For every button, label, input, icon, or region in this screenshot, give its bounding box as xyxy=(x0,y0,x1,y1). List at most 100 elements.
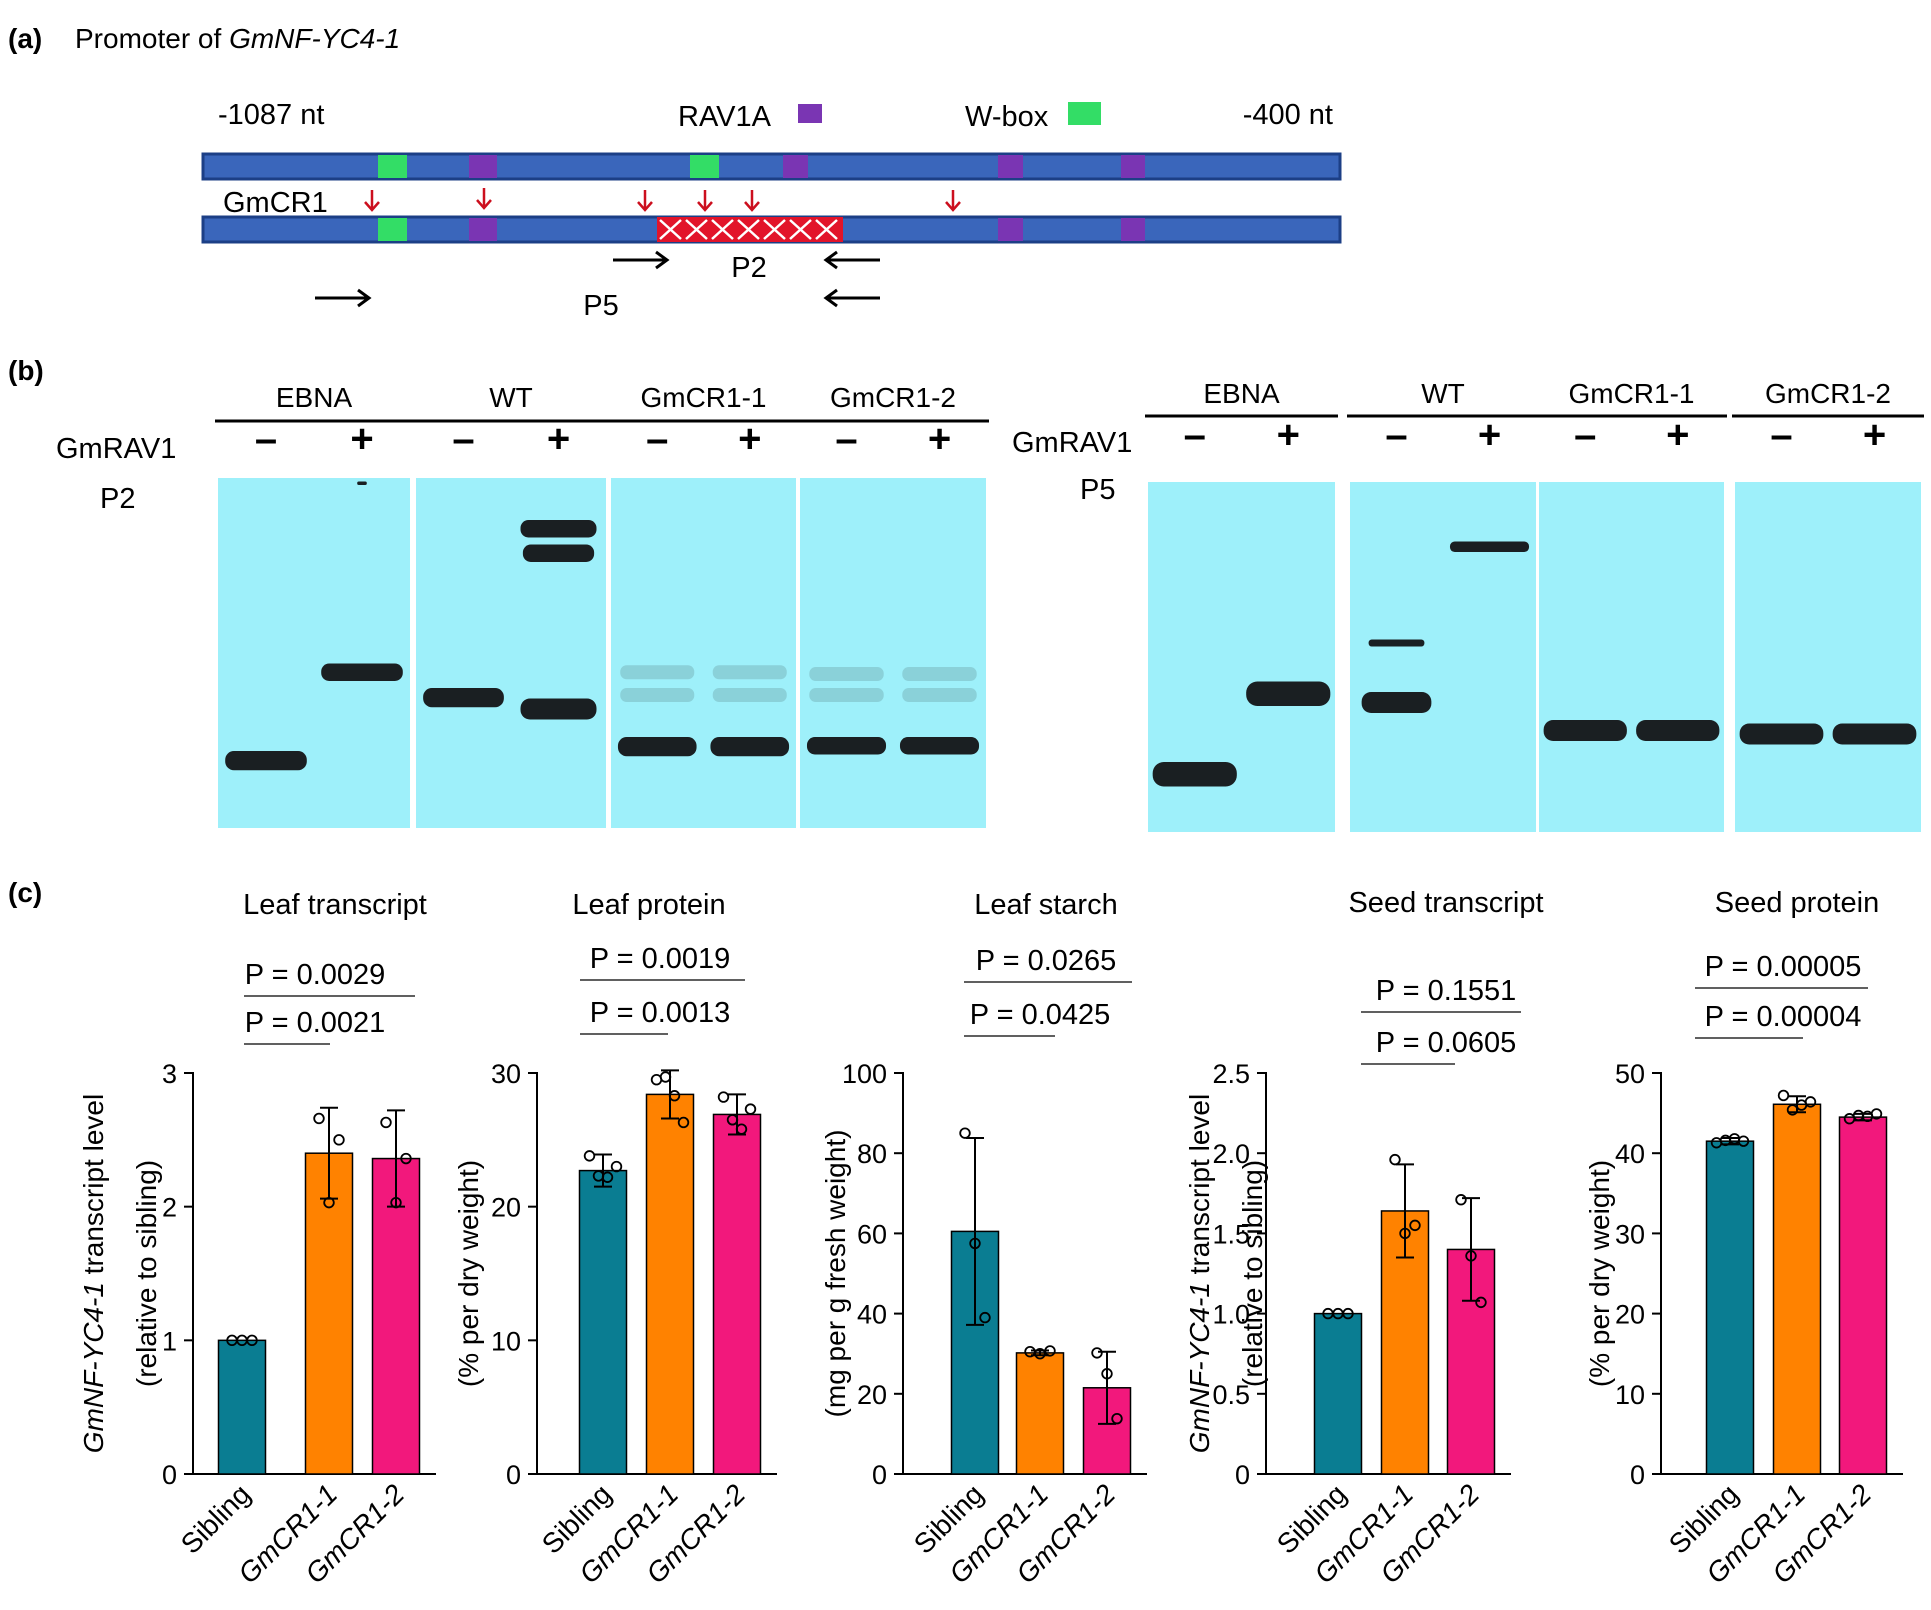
p-value-label: P = 0.00004 xyxy=(1705,1001,1862,1033)
lane-group-label: WT xyxy=(1421,378,1465,409)
data-point xyxy=(1804,1096,1817,1108)
data-point xyxy=(677,1116,690,1129)
data-point xyxy=(1111,1412,1123,1425)
rav1a-site xyxy=(1121,155,1145,178)
mutation-arrows xyxy=(364,188,961,212)
gel-band xyxy=(902,667,977,681)
chart-title: Leaf transcript xyxy=(243,889,427,921)
data-point xyxy=(717,1091,730,1103)
lane-group-gmcr1-1: GmCR1-1 – + xyxy=(1536,378,1727,832)
legend-wbox-label: W-box xyxy=(965,101,1049,133)
wbox-site xyxy=(690,155,719,178)
protein-plus-sign: + xyxy=(1478,413,1501,457)
y-tick-label: 3 xyxy=(162,1059,177,1089)
rav1a-site xyxy=(469,218,497,241)
data-point xyxy=(1737,1135,1750,1147)
panel-a-title: Promoter of GmNF-YC4-1 xyxy=(75,23,400,54)
chart-title: Leaf protein xyxy=(572,889,725,921)
protein-minus-sign: – xyxy=(646,417,668,461)
protein-plus-sign: + xyxy=(1863,413,1886,457)
gel-band xyxy=(620,688,695,702)
promoter-end-label: -400 nt xyxy=(1243,99,1333,131)
gel-band xyxy=(225,751,307,771)
mutation-arrow-icon xyxy=(364,190,380,212)
y-axis-label-gene: GmNF-YC4-1 xyxy=(78,1282,109,1453)
protein-minus-sign: – xyxy=(1770,413,1792,457)
gel-band xyxy=(1832,723,1917,745)
y-axis-label-line2: (relative to sibling) xyxy=(131,1160,162,1387)
y-tick-label: 0 xyxy=(506,1460,521,1490)
mutation-arrow-icon xyxy=(945,190,961,212)
y-tick-label: 40 xyxy=(1615,1139,1645,1169)
bar-sibling xyxy=(578,1169,628,1475)
y-axis-label-text: (% per dry weight) xyxy=(453,1160,484,1387)
data-point xyxy=(668,1090,681,1102)
gmcr1-allele-label: GmCR1 xyxy=(223,187,328,219)
rav1a-site xyxy=(469,155,497,178)
y-tick-label: 10 xyxy=(491,1326,521,1356)
data-point xyxy=(744,1103,757,1115)
gel-band xyxy=(1361,692,1432,713)
promoter-start-label: -1087 nt xyxy=(218,99,324,131)
gel-band xyxy=(1368,639,1425,647)
gel-image xyxy=(1350,482,1536,832)
gel-image xyxy=(1735,482,1921,832)
gel-band xyxy=(806,737,887,755)
gel-band xyxy=(809,667,884,681)
data-point xyxy=(390,1196,402,1209)
lane-group-label: GmCR1-1 xyxy=(640,382,766,413)
data-point xyxy=(1091,1347,1103,1359)
gel-band xyxy=(1449,541,1530,552)
forward-primer-arrow-icon xyxy=(613,250,670,270)
gel-image xyxy=(1539,482,1724,832)
gel-band xyxy=(1152,762,1237,787)
wt-promoter-bar xyxy=(201,152,1342,181)
deletion-cross-marks xyxy=(659,219,838,240)
y-tick-label: 40 xyxy=(857,1300,887,1330)
panel-c: (c) Leaf transcript P = 0.0029 P = 0.0021 0… xyxy=(8,877,1903,1589)
lane-group-ebna: EBNA – + xyxy=(215,382,413,828)
bar-sibling xyxy=(217,1339,267,1475)
gel-band xyxy=(710,737,790,757)
data-point xyxy=(1342,1307,1354,1320)
data-point xyxy=(1044,1345,1056,1357)
lane-group-label: GmCR1-2 xyxy=(830,382,956,413)
y-axis-label: GmNF-YC4-1 transcript level xyxy=(78,1094,109,1453)
y-tick-label: 2 xyxy=(162,1193,177,1223)
probe-label: P2 xyxy=(100,483,135,515)
data-point xyxy=(1399,1227,1411,1240)
y-axis-label: (mg per g fresh weight) xyxy=(820,1130,851,1418)
lane-group-gmcr1-2: GmCR1-2 – + xyxy=(797,382,989,828)
data-point xyxy=(1870,1108,1883,1120)
panel-c-label: (c) xyxy=(8,877,42,908)
gel-band xyxy=(1739,723,1824,745)
y-axis-label: GmNF-YC4-1 transcript level xyxy=(1184,1094,1215,1453)
rav1a-site xyxy=(998,218,1023,241)
lane-group-label: GmCR1-2 xyxy=(1765,378,1891,409)
protein-plus-sign: + xyxy=(738,417,761,461)
p-value-label: P = 0.0019 xyxy=(590,943,731,975)
primer-p2-label: P2 xyxy=(731,252,766,284)
y-axis-label-text: transcript level xyxy=(1184,1094,1215,1282)
x-category-label: Sibling xyxy=(175,1478,256,1559)
gel-band xyxy=(1636,720,1720,741)
mutation-arrow-icon xyxy=(476,188,492,210)
lane-group-ebna: EBNA – + xyxy=(1145,378,1338,832)
gel-band xyxy=(712,688,787,702)
gel-band xyxy=(899,737,980,755)
protein-minus-sign: – xyxy=(1574,413,1596,457)
chart-seed-transcript: Seed transcript P = 0.1551 P = 0.0605 0 0.5 1… xyxy=(1184,887,1544,1589)
p-value-label: P = 0.0013 xyxy=(590,997,731,1029)
protein-minus-sign: – xyxy=(1184,413,1206,457)
gel-image xyxy=(800,478,986,828)
y-tick-label: 80 xyxy=(857,1139,887,1169)
y-tick-label: 60 xyxy=(857,1219,887,1249)
panel-a-label: (a) xyxy=(8,23,42,54)
gel-band xyxy=(809,688,884,702)
data-point xyxy=(1786,1104,1799,1116)
primer-arrows xyxy=(315,250,880,308)
data-point xyxy=(610,1160,623,1173)
